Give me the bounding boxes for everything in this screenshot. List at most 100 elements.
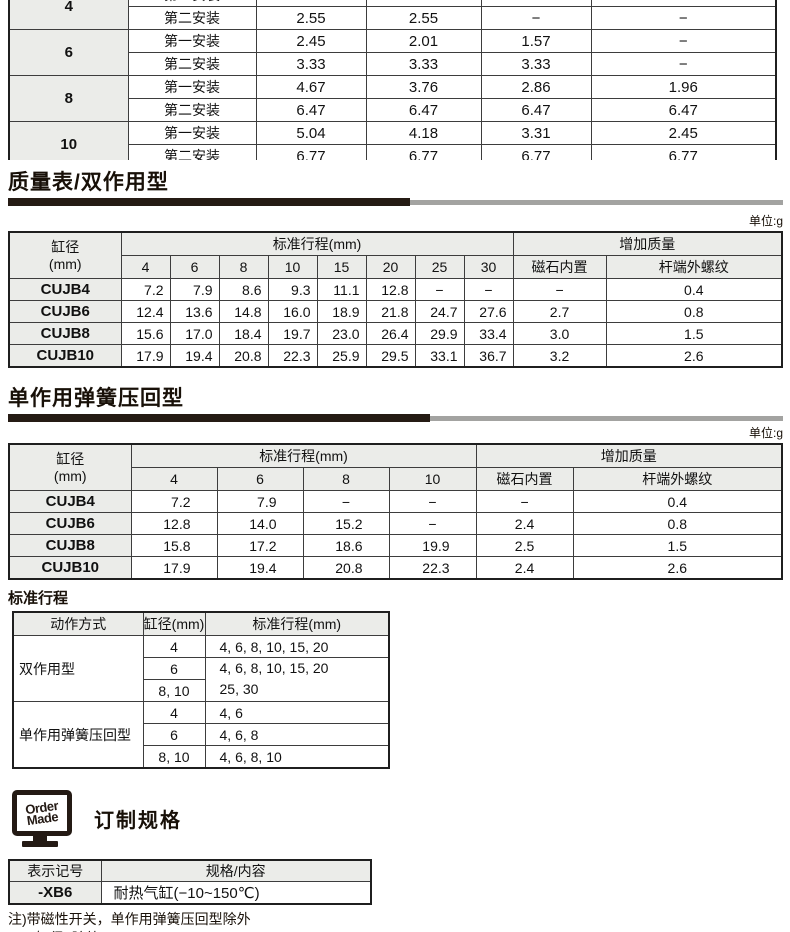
cell-bore: 4 <box>142 635 206 658</box>
cell-thread: 1.5 <box>605 322 783 345</box>
standard-stroke-table: 动作方式 缸径(mm) 标准行程(mm) 双作用型 4 4, 6, 8, 10,… <box>12 611 390 769</box>
stroke-line: 25, 30 <box>219 681 259 697</box>
table-row: CUJB6 12.8 14.0 15.2 − 2.4 0.8 <box>8 512 783 535</box>
cell-value: 17.2 <box>216 534 304 557</box>
cell-value: 3.33 <box>255 52 367 76</box>
cell-value: 6.77 <box>255 144 367 160</box>
cell-magnet: 3.2 <box>512 344 607 368</box>
cell-magnet: − <box>512 278 607 301</box>
cell-mount: 第二安装 <box>127 52 257 76</box>
cell-mount: 第二安装 <box>127 6 257 30</box>
header-stroke-col: 6 <box>216 467 304 491</box>
cell-value: 13.6 <box>169 300 220 323</box>
header-stroke: 标准行程(mm) <box>204 611 390 636</box>
cell-action-double: 双作用型 <box>12 635 144 702</box>
cell-thread: 0.4 <box>572 490 783 513</box>
order-made-logo-text: Order Made <box>24 797 60 828</box>
header-stroke-col: 20 <box>365 255 416 279</box>
cell-model: CUJB8 <box>8 534 132 557</box>
cell-value: 19.7 <box>267 322 318 345</box>
logo-line2: Made <box>25 808 59 828</box>
cell-value: 17.9 <box>130 556 218 580</box>
cell-value: 29.9 <box>414 322 465 345</box>
cell-value: 15.6 <box>120 322 171 345</box>
header-stroke-group: 标准行程(mm) <box>130 443 477 468</box>
unit-label: 单位:g <box>748 214 783 228</box>
header-stroke-col: 4 <box>120 255 171 279</box>
cell-value: − <box>590 6 777 30</box>
cell-mount: 第一安装 <box>127 121 257 145</box>
header-magnet: 磁石内置 <box>475 467 574 491</box>
weight-table-single: 缸径 (mm) 标准行程(mm) 增加质量 4 6 8 10 磁石内置 杆端外螺… <box>8 443 784 580</box>
monitor-stand-base <box>22 840 58 847</box>
cell-value: 7.9 <box>169 278 220 301</box>
cell-mount: 第二安装 <box>127 144 257 160</box>
cell-value: 22.3 <box>267 344 318 368</box>
cell-thread: 0.4 <box>605 278 783 301</box>
note-line-2: 缸径4除外 <box>8 929 783 932</box>
cell-value: 14.0 <box>216 512 304 535</box>
cell-value: − <box>414 278 465 301</box>
table-row: CUJB10 17.9 19.4 20.8 22.3 2.4 2.6 <box>8 556 783 580</box>
table-row: 6 4, 6, 8 <box>13 723 390 746</box>
table-row: CUJB4 7.2 7.9 8.6 9.3 11.1 12.8 − − − 0.… <box>8 278 783 301</box>
cell-thread: 1.5 <box>572 534 783 557</box>
order-made-icon: Order Made <box>8 789 72 847</box>
table-row: 第二安装 6.47 6.47 6.47 6.47 <box>9 98 777 122</box>
cell-value: 2.55 <box>365 6 482 30</box>
cell-value: 4.18 <box>365 121 482 145</box>
table-row: 第二安装 6.77 6.77 6.77 6.77 <box>9 144 777 160</box>
header-action: 动作方式 <box>12 611 144 636</box>
cell-magnet: 2.5 <box>475 534 574 557</box>
cell-bore: 8, 10 <box>142 679 206 702</box>
table-row: 单作用弹簧压回型 4 4, 6 <box>12 701 390 769</box>
header-content: 规格/内容 <box>100 859 372 882</box>
unit-label: 单位:g <box>748 426 783 440</box>
table-row: 6 第一安装 2.45 2.01 1.57 − <box>8 29 777 76</box>
cell-value: 2.55 <box>255 6 367 30</box>
cell-value: 3.76 <box>365 75 482 99</box>
cell-value: 3.33 <box>365 52 482 76</box>
header-stroke-group: 标准行程(mm) <box>120 231 514 256</box>
cell-value: 24.7 <box>414 300 465 323</box>
cell-model: CUJB6 <box>8 300 122 323</box>
cell-value: 21.8 <box>365 300 416 323</box>
header-thread: 杆端外螺纹 <box>572 467 783 491</box>
standard-stroke-title: 标准行程 <box>8 590 69 607</box>
cell-value: 11.1 <box>316 278 367 301</box>
header-stroke-col: 10 <box>388 467 477 491</box>
cell-content: 耐热气缸(−10~150℃) <box>100 881 372 905</box>
header-magnet: 磁石内置 <box>512 255 607 279</box>
cell-value: 12.8 <box>365 278 416 301</box>
cell-value: − <box>302 490 390 513</box>
cell-value: 14.8 <box>218 300 269 323</box>
cell-magnet: 2.4 <box>475 556 574 580</box>
cell-magnet: − <box>475 490 574 513</box>
cell-value: 6.77 <box>480 144 592 160</box>
table-header-row: 4 6 8 10 磁石内置 杆端外螺纹 <box>9 467 783 491</box>
header-stroke-col: 4 <box>130 467 218 491</box>
note-line-1: 注)带磁性开关，单作用弹簧压回型除外 <box>8 911 251 927</box>
header-stroke-col: 25 <box>414 255 465 279</box>
table-row: -XB6 耐热气缸(−10~150℃) <box>8 881 372 905</box>
header-bore: 缸径 (mm) <box>8 443 132 491</box>
cell-model: CUJB10 <box>8 344 122 368</box>
table-row: 8, 10 4, 6, 8, 10 <box>13 745 390 769</box>
cell-stroke: 4, 6 <box>204 701 390 724</box>
table-row: 双作用型 4 4, 6, 8, 10, 15, 20 <box>12 635 390 702</box>
mounting-table: 4 第一安装 第二安装 2.55 2.55 − − 6 第一安装 2.45 2.… <box>8 0 777 160</box>
cell-model: CUJB10 <box>8 556 132 580</box>
cell-value: 15.2 <box>302 512 390 535</box>
cell-value: 15.8 <box>130 534 218 557</box>
table-row: 8, 10 <box>13 679 389 702</box>
header-thread: 杆端外螺纹 <box>605 255 783 279</box>
cell-value: 2.86 <box>480 75 592 99</box>
cell-stroke-merged: 4, 6, 8, 10, 15, 20 25, 30 <box>204 657 390 702</box>
header-stroke-col: 10 <box>267 255 318 279</box>
cell-bore: 4 <box>8 0 129 30</box>
cell-stroke: 4, 6, 8, 10, 15, 20 <box>204 635 390 658</box>
table-row: CUJB4 7.2 7.9 − − − 0.4 <box>8 490 783 513</box>
cell-value: 16.0 <box>267 300 318 323</box>
monitor-stand-neck <box>33 835 47 841</box>
cell-value: 6.77 <box>365 144 482 160</box>
